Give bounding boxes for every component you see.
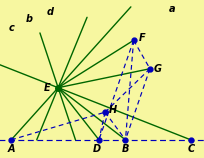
Text: F: F [139,33,145,43]
Text: D: D [93,144,101,154]
Text: B: B [122,144,129,154]
Text: H: H [109,105,117,115]
Text: c: c [8,23,14,33]
Text: a: a [169,4,176,15]
Text: E: E [44,83,50,93]
Text: G: G [154,64,162,74]
Text: C: C [187,144,194,154]
Text: d: d [47,7,53,17]
Text: b: b [26,14,33,24]
Text: A: A [8,144,15,154]
